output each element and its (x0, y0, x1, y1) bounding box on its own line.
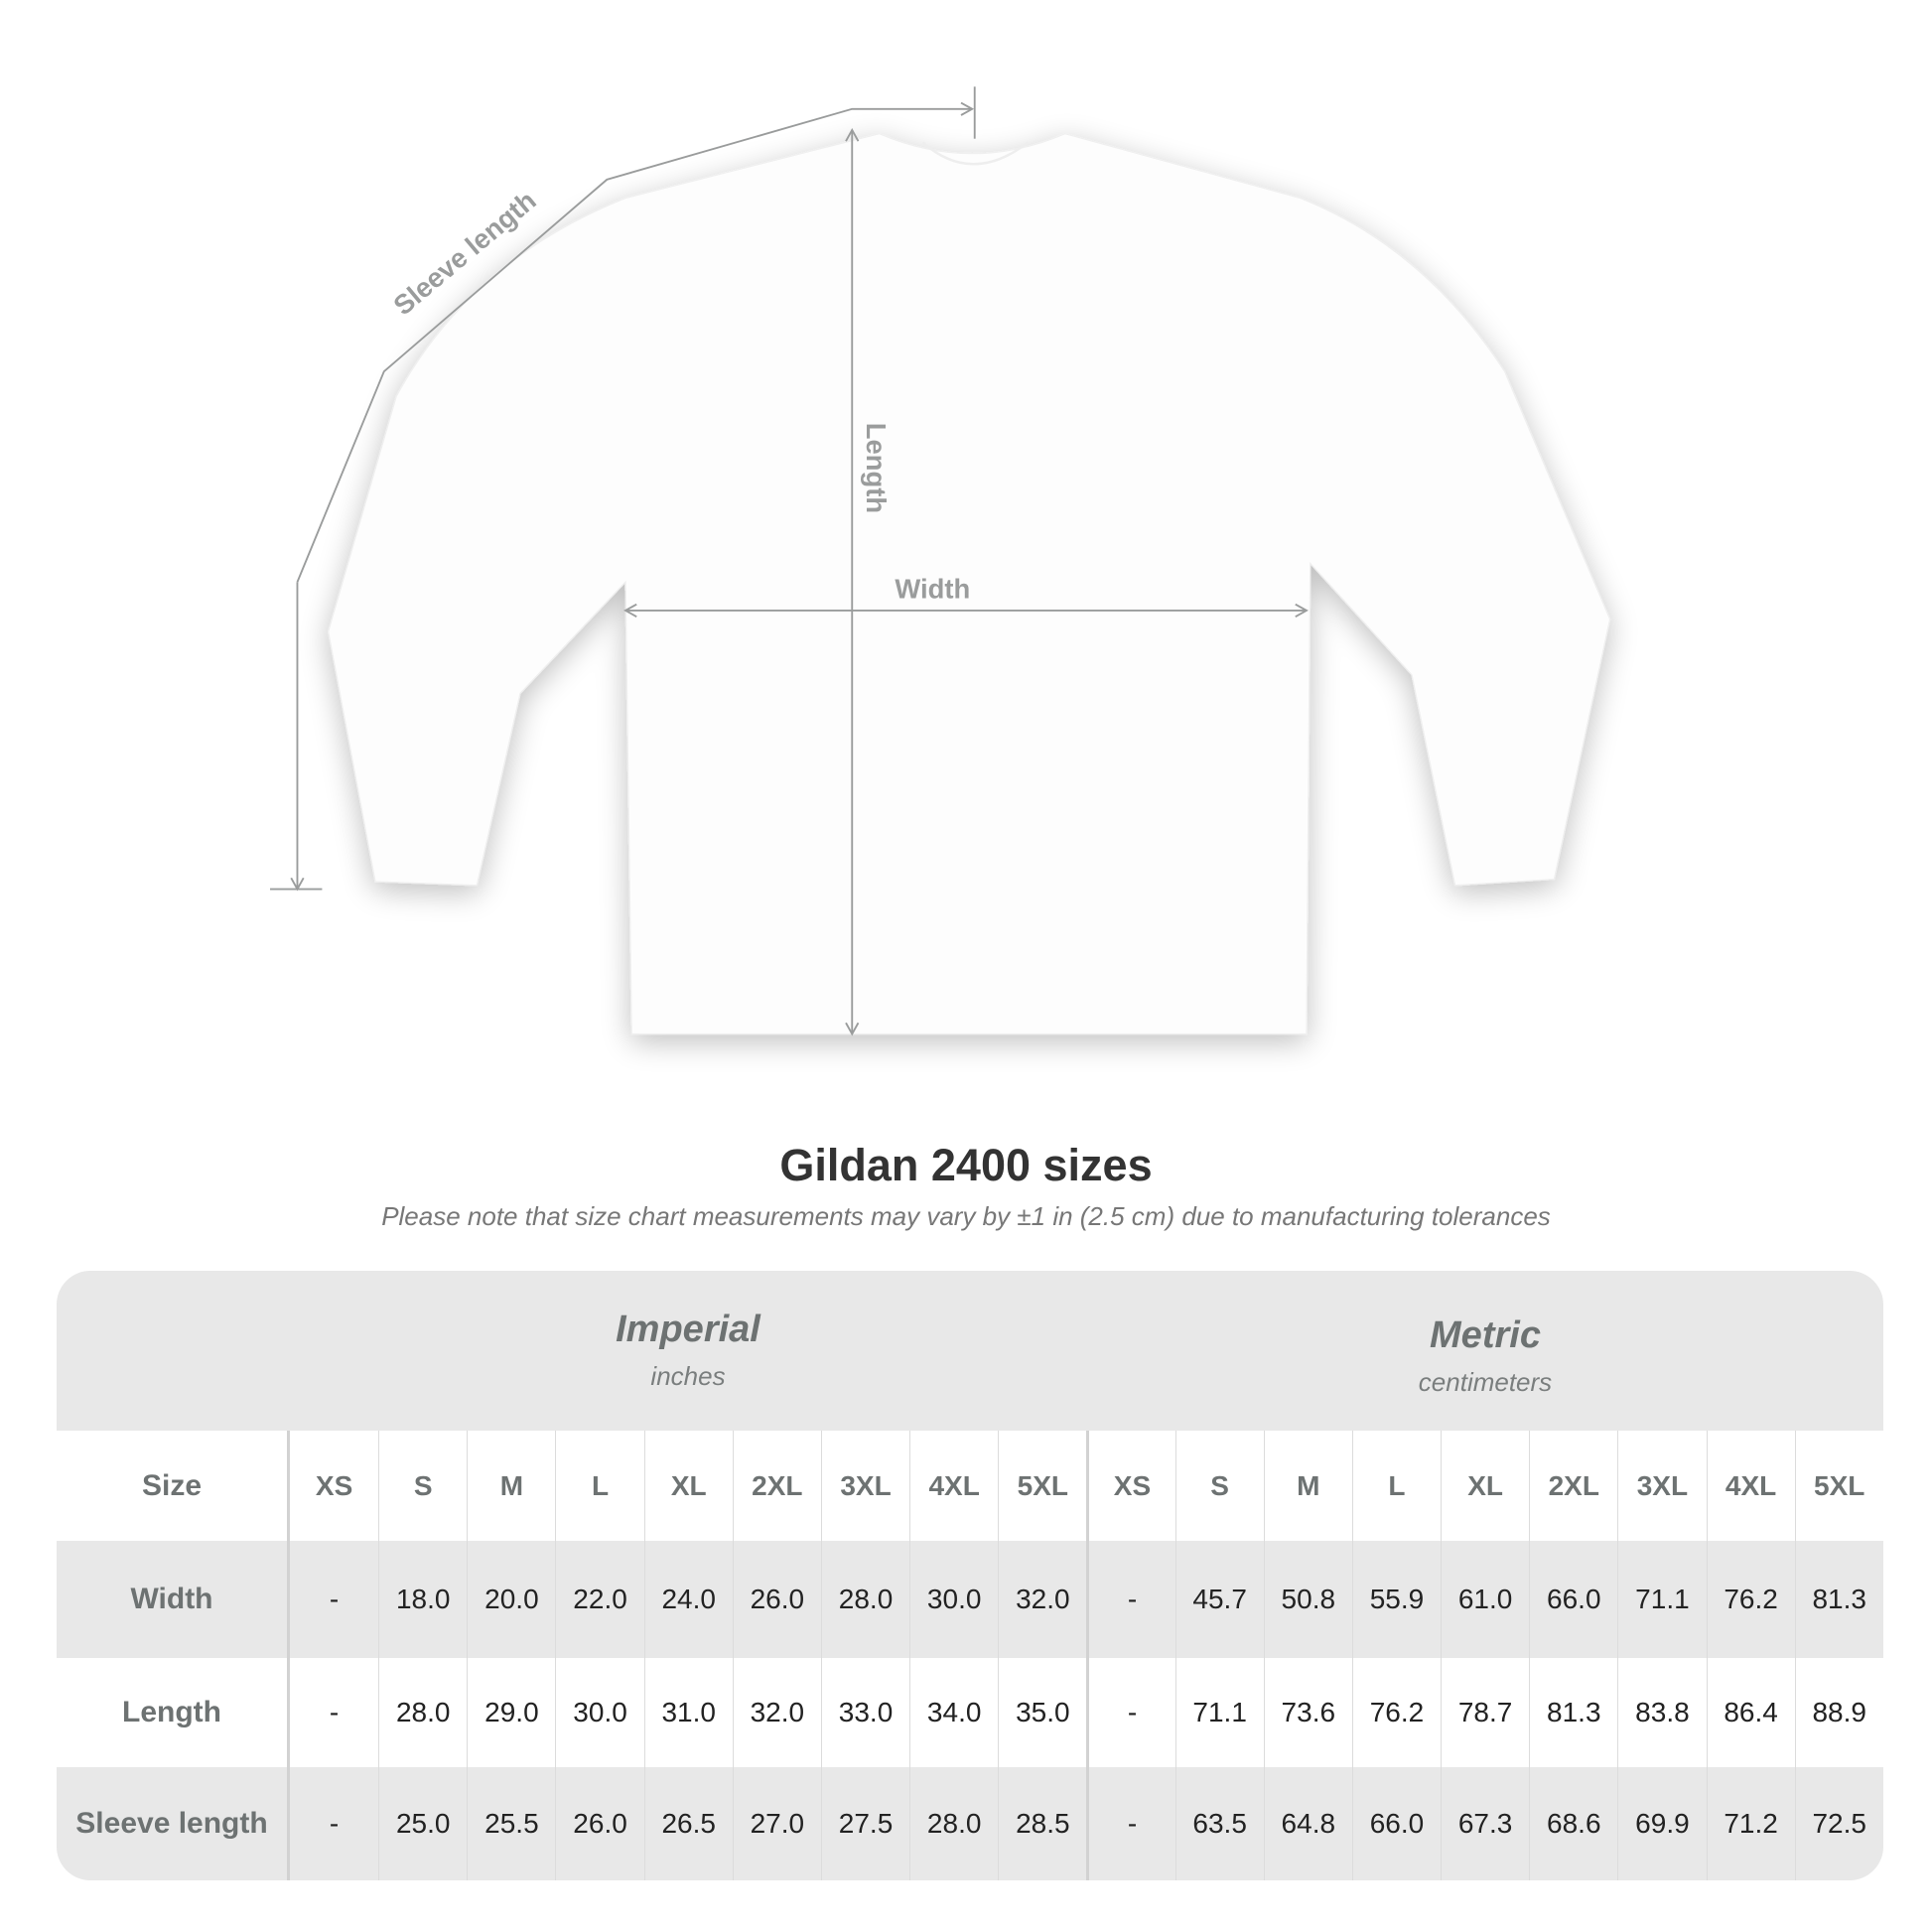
size-header-cell: 4XL (909, 1431, 998, 1541)
size-header-cell: L (555, 1431, 643, 1541)
table-cell: 28.0 (909, 1767, 998, 1880)
table-cell: 35.0 (998, 1658, 1086, 1767)
table-cell: 63.5 (1174, 1767, 1264, 1880)
table-cell: 32.0 (732, 1658, 821, 1767)
tolerance-note: Please note that size chart measurements… (381, 1201, 1551, 1231)
size-header-cell: XL (1441, 1431, 1529, 1541)
size-table: Imperial inches Metric centimeters Size X… (57, 1271, 1883, 1880)
size-header-row: Size XS S M L XL 2XL 3XL 4XL 5XL XS S M L XL 2XL 3XL 4XL 5… (57, 1431, 1883, 1541)
table-cell: 27.5 (820, 1767, 909, 1880)
table-cell: 81.3 (1529, 1658, 1617, 1767)
table-cell: 69.9 (1617, 1767, 1706, 1880)
row-label: Length (57, 1658, 290, 1767)
table-cell: 22.0 (555, 1541, 643, 1658)
table-cell: 31.0 (643, 1658, 733, 1767)
table-cell: 28.5 (998, 1767, 1086, 1880)
size-header-cell: XS (315, 1469, 353, 1501)
table-row: Length -28.0 29.0 30.0 31.0 32.0 33.0 34.0 35.0-… (57, 1658, 1883, 1767)
size-header-cell: M (1263, 1431, 1352, 1541)
table-cell: 72.5 (1794, 1767, 1883, 1880)
size-header-cell: XS (1086, 1431, 1174, 1541)
size-header-cell: S (1174, 1431, 1264, 1541)
table-cell: 18.0 (378, 1541, 467, 1658)
metric-header: Metric centimeters (1087, 1314, 1883, 1398)
table-cell: 30.0 (909, 1541, 998, 1658)
length-label: Length (861, 423, 892, 513)
table-cell: - (1086, 1658, 1174, 1767)
table-cell: 67.3 (1441, 1767, 1529, 1880)
table-cell: 73.6 (1263, 1658, 1352, 1767)
size-header-cell: S (378, 1431, 467, 1541)
table-cell: 25.0 (378, 1767, 467, 1880)
size-header-cell: M (467, 1431, 555, 1541)
imperial-header: Imperial inches (290, 1309, 1086, 1392)
size-header-cell: XL (643, 1431, 733, 1541)
metric-title: Metric (1430, 1314, 1541, 1356)
table-cell: 68.6 (1529, 1767, 1617, 1880)
table-row: Sleeve length -25.0 25.5 26.0 26.5 27.0 27.5 28… (57, 1767, 1883, 1880)
table-cell: 34.0 (909, 1658, 998, 1767)
size-header-cell: 5XL (998, 1431, 1086, 1541)
size-header-cell: L (1351, 1431, 1441, 1541)
table-cell: 61.0 (1441, 1541, 1529, 1658)
table-cell: 88.9 (1794, 1658, 1883, 1767)
size-header-cell: 2XL (732, 1431, 821, 1541)
table-cell: 78.7 (1441, 1658, 1529, 1767)
row-label: Sleeve length (57, 1767, 290, 1880)
size-header-cell: 5XL (1794, 1431, 1883, 1541)
table-cell: 76.2 (1351, 1658, 1441, 1767)
table-cell: 28.0 (820, 1541, 909, 1658)
table-cell: 29.0 (467, 1658, 555, 1767)
table-cell: 55.9 (1351, 1541, 1441, 1658)
table-cell: 25.5 (467, 1767, 555, 1880)
row-label: Size (57, 1431, 290, 1541)
table-cell: 66.0 (1351, 1767, 1441, 1880)
table-cell: 86.4 (1706, 1658, 1795, 1767)
table-cell: 50.8 (1263, 1541, 1352, 1658)
sleeve-length-dimension-line (270, 86, 976, 892)
table-cell: 71.1 (1174, 1658, 1264, 1767)
size-header-cell: 3XL (1617, 1431, 1706, 1541)
table-cell: - (1086, 1541, 1174, 1658)
table-cell: 45.7 (1174, 1541, 1264, 1658)
table-cell: 30.0 (555, 1658, 643, 1767)
width-label: Width (895, 573, 970, 604)
table-cell: 24.0 (643, 1541, 733, 1658)
table-cell: 28.0 (378, 1658, 467, 1767)
table-cell: 71.1 (1617, 1541, 1706, 1658)
table-cell: 83.8 (1617, 1658, 1706, 1767)
page-title: Gildan 2400 sizes (779, 1140, 1153, 1190)
table-cell: - (329, 1697, 340, 1727)
imperial-title: Imperial (616, 1309, 760, 1350)
table-cell: 81.3 (1794, 1541, 1883, 1658)
table-cell: - (329, 1584, 340, 1614)
table-cell: 32.0 (998, 1541, 1086, 1658)
imperial-unit: inches (650, 1361, 726, 1391)
table-cell: - (329, 1808, 340, 1839)
size-header-cell: 4XL (1706, 1431, 1795, 1541)
table-cell: 26.5 (643, 1767, 733, 1880)
size-header-cell: 3XL (820, 1431, 909, 1541)
metric-unit: centimeters (1418, 1367, 1553, 1397)
table-cell: 71.2 (1706, 1767, 1795, 1880)
table-row: Width -18.0 20.0 22.0 24.0 26.0 28.0 30.0 32.0-4… (57, 1541, 1883, 1658)
shirt-measurement-diagram: Sleeve length Length Width (270, 86, 1611, 1036)
table-cell: 33.0 (820, 1658, 909, 1767)
size-header-cell: 2XL (1529, 1431, 1617, 1541)
table-cell: 76.2 (1706, 1541, 1795, 1658)
row-label: Width (57, 1541, 290, 1658)
table-cell: 26.0 (555, 1767, 643, 1880)
table-cell: - (1086, 1767, 1174, 1880)
table-cell: 27.0 (732, 1767, 821, 1880)
table-cell: 64.8 (1263, 1767, 1352, 1880)
table-cell: 26.0 (732, 1541, 821, 1658)
table-cell: 66.0 (1529, 1541, 1617, 1658)
table-cell: 20.0 (467, 1541, 555, 1658)
